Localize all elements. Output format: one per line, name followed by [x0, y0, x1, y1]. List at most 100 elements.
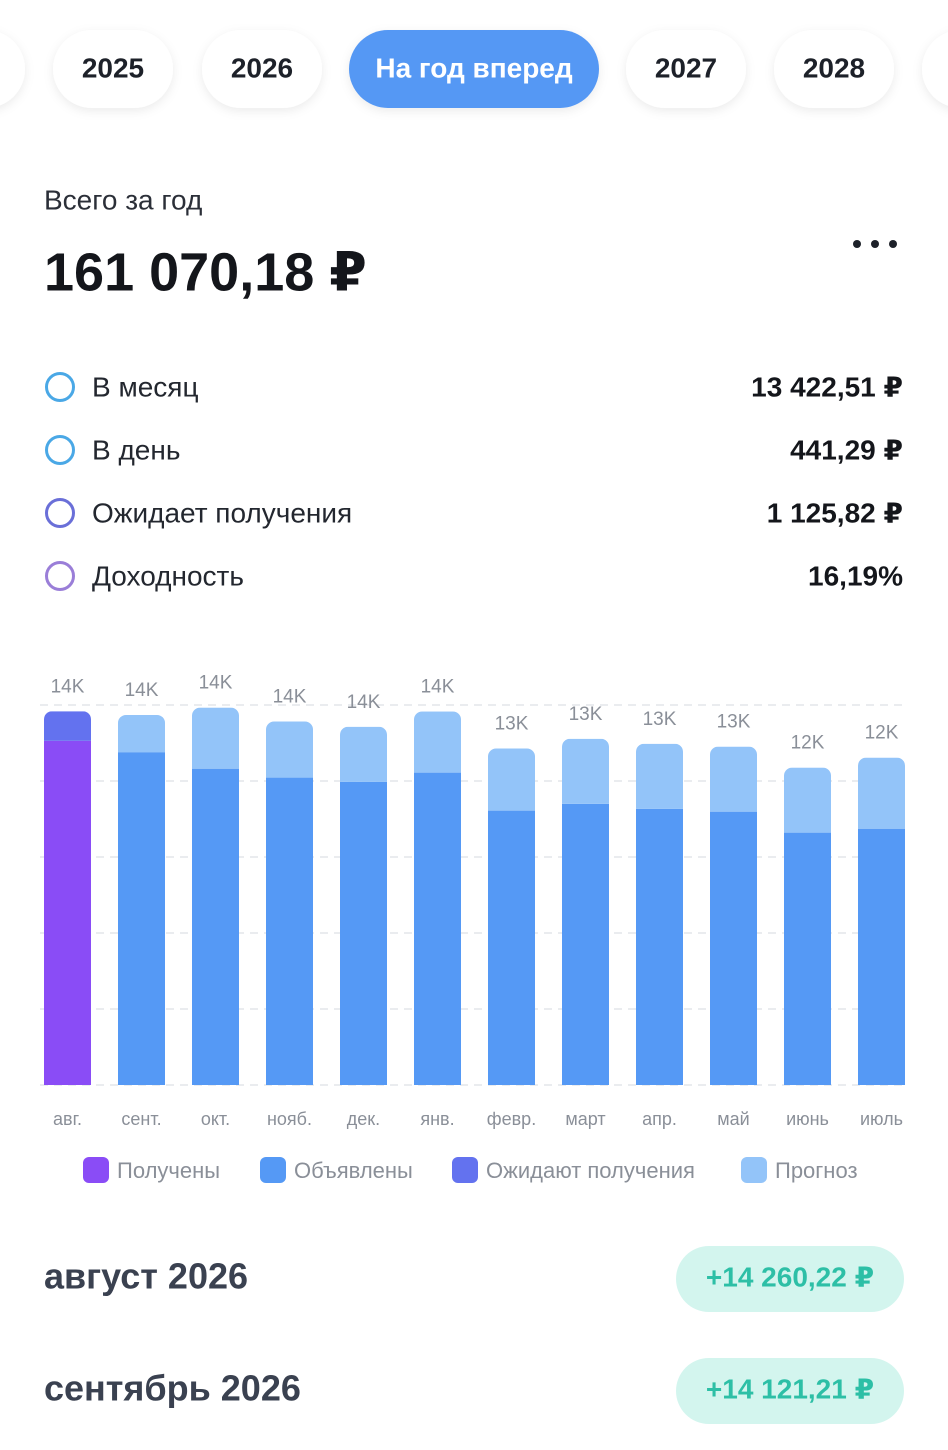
- bar-segment: [192, 768, 239, 1085]
- tab[interactable]: [202, 30, 322, 108]
- bar-stack: [488, 748, 535, 1085]
- bar-total-label: 13K: [569, 704, 603, 725]
- bar-stack: [636, 743, 683, 1085]
- bar-segment: [414, 772, 461, 1085]
- tab-label: 2025: [82, 52, 144, 83]
- bar-segment: [118, 714, 165, 753]
- amount-pill: [676, 1358, 904, 1424]
- stat-marker: [45, 435, 75, 465]
- x-tick-label: сент.: [121, 1109, 161, 1129]
- bar-segment: [266, 777, 313, 1085]
- tab[interactable]: [53, 30, 173, 108]
- bar-segment: [636, 743, 683, 809]
- legend-swatch: [452, 1157, 478, 1183]
- bar-segment: [192, 707, 239, 769]
- bar-segment: [636, 808, 683, 1085]
- stat-marker: [45, 561, 75, 591]
- bar-total-label: 14K: [421, 677, 455, 698]
- stat-value: 13 422,51 ₽: [751, 371, 903, 402]
- x-tick-label: февр.: [487, 1109, 536, 1129]
- legend-label: Объявлены: [294, 1158, 413, 1183]
- x-tick-label: окт.: [201, 1109, 230, 1129]
- month-amount: +14 260,22 ₽: [706, 1261, 874, 1292]
- more-button[interactable]: [853, 240, 897, 248]
- tab[interactable]: [349, 30, 599, 108]
- x-tick-label: июль: [860, 1109, 903, 1129]
- stat-label: В месяц: [92, 371, 198, 402]
- stat-value: 441,29 ₽: [790, 434, 903, 465]
- stat-value: 1 125,82 ₽: [767, 497, 903, 528]
- stat-value: 16,19%: [808, 560, 903, 591]
- bar-segment: [562, 738, 609, 804]
- x-tick-label: май: [717, 1109, 749, 1129]
- bar-segment: [118, 752, 165, 1085]
- stat-label: Ожидает получения: [92, 497, 352, 528]
- bar-stack: [118, 714, 165, 1085]
- bar-segment: [784, 832, 831, 1085]
- bar-segment: [562, 803, 609, 1085]
- bar-stack: [858, 757, 905, 1085]
- tab-partial[interactable]: [922, 30, 948, 108]
- bar-stack: [340, 726, 387, 1085]
- amount-pill: [676, 1246, 904, 1312]
- tab-label: 2026: [231, 52, 293, 83]
- bar-total-label: 14K: [347, 692, 381, 713]
- bar-segment: [710, 811, 757, 1085]
- tab-label: На год вперед: [375, 52, 573, 83]
- tab-partial[interactable]: [0, 30, 25, 108]
- tab-label: 2027: [655, 52, 717, 83]
- bar-stack: [710, 746, 757, 1085]
- bar-total-label: 12K: [791, 733, 825, 754]
- x-tick-label: июнь: [786, 1109, 829, 1129]
- bar-segment: [858, 757, 905, 829]
- stat-marker: [45, 372, 75, 402]
- summary-total: 161 070,18 ₽: [44, 242, 367, 302]
- bar-segment: [488, 748, 535, 811]
- bar-total-label: 14K: [51, 676, 85, 697]
- bar-segment: [784, 767, 831, 833]
- bar-total-label: 12K: [865, 723, 899, 744]
- bar-segment: [710, 746, 757, 812]
- x-tick-label: март: [565, 1109, 605, 1129]
- bar-segment: [44, 740, 91, 1085]
- bar-stack: [784, 767, 831, 1085]
- bar-stack: [192, 707, 239, 1085]
- x-tick-label: апр.: [642, 1109, 677, 1129]
- legend-swatch: [741, 1157, 767, 1183]
- legend-swatch: [83, 1157, 109, 1183]
- bar-stack: [266, 721, 313, 1085]
- stat-label: Доходность: [92, 560, 244, 591]
- bar-total-label: 14K: [273, 687, 307, 708]
- stat-marker: [45, 498, 75, 528]
- bar-total-label: 13K: [495, 714, 529, 735]
- month-name[interactable]: сентябрь 2026: [44, 1368, 301, 1409]
- legend-label: Ожидают получения: [486, 1158, 695, 1183]
- x-tick-label: дек.: [347, 1109, 380, 1129]
- bar-segment: [858, 828, 905, 1085]
- bar-segment: [340, 781, 387, 1085]
- legend-label: Получены: [117, 1158, 220, 1183]
- bar-segment: [488, 810, 535, 1085]
- stat-label: В день: [92, 434, 180, 465]
- bar-total-label: 14K: [125, 680, 159, 701]
- bar-total-label: 14K: [199, 673, 233, 694]
- tab[interactable]: [626, 30, 746, 108]
- bar-stack: [414, 711, 461, 1085]
- month-amount: +14 121,21 ₽: [706, 1373, 874, 1404]
- tab[interactable]: [774, 30, 894, 108]
- bar-segment: [44, 711, 91, 741]
- bar-total-label: 13K: [643, 709, 677, 730]
- tab-label: 2028: [803, 52, 865, 83]
- bar-stack: [562, 738, 609, 1085]
- summary-label: Всего за год: [44, 184, 202, 215]
- bar-total-label: 13K: [717, 712, 751, 733]
- legend-label: Прогноз: [775, 1158, 858, 1183]
- legend-swatch: [260, 1157, 286, 1183]
- month-name[interactable]: август 2026: [44, 1256, 248, 1297]
- bar-stack: [44, 711, 91, 1085]
- x-tick-label: нояб.: [267, 1109, 312, 1129]
- bar-segment: [266, 721, 313, 778]
- x-tick-label: авг.: [53, 1109, 82, 1129]
